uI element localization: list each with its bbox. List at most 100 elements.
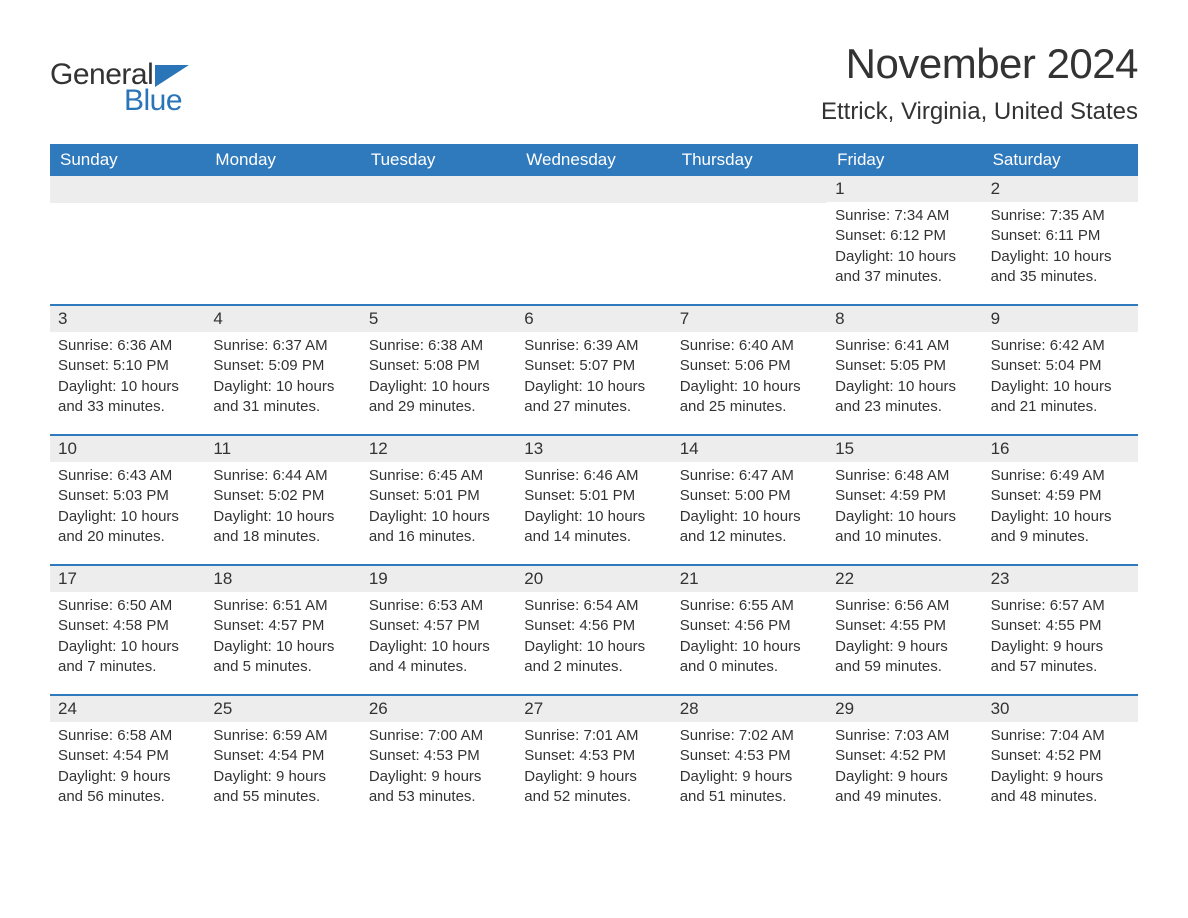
day-details: Sunrise: 6:42 AMSunset: 5:04 PMDaylight:…	[983, 332, 1138, 425]
daylight-line: Daylight: 10 hours and 4 minutes.	[369, 637, 508, 678]
day-details: Sunrise: 6:53 AMSunset: 4:57 PMDaylight:…	[361, 592, 516, 685]
sunrise-line: Sunrise: 6:43 AM	[58, 466, 197, 486]
day-details: Sunrise: 6:41 AMSunset: 5:05 PMDaylight:…	[827, 332, 982, 425]
daylight-line: Daylight: 9 hours and 56 minutes.	[58, 767, 197, 808]
day-number: 4	[205, 306, 360, 332]
daylight-line: Daylight: 10 hours and 7 minutes.	[58, 637, 197, 678]
day-number: 5	[361, 306, 516, 332]
sunrise-line: Sunrise: 7:01 AM	[524, 726, 663, 746]
day-details: Sunrise: 6:50 AMSunset: 4:58 PMDaylight:…	[50, 592, 205, 685]
dow-cell: Saturday	[983, 144, 1138, 176]
daylight-line: Daylight: 10 hours and 18 minutes.	[213, 507, 352, 548]
day-details: Sunrise: 6:49 AMSunset: 4:59 PMDaylight:…	[983, 462, 1138, 555]
week-row: 1 Sunrise: 7:34 AMSunset: 6:12 PM Daylight…	[50, 176, 1138, 304]
sunset-line: Sunset: 6:11 PM	[991, 226, 1130, 246]
day-cell: 2Sunrise: 7:35 AMSunset: 6:11 PMDaylight…	[983, 176, 1138, 304]
day-cell: 7Sunrise: 6:40 AMSunset: 5:06 PMDaylight…	[672, 306, 827, 434]
day-number: 22	[827, 566, 982, 592]
day-cell: 26Sunrise: 7:00 AMSunset: 4:53 PMDayligh…	[361, 696, 516, 824]
day-number: 15	[827, 436, 982, 462]
daylight-line: Daylight: 10 hours and 14 minutes.	[524, 507, 663, 548]
daylight-line: Daylight: 10 hours and 33 minutes.	[58, 377, 197, 418]
day-number: 18	[205, 566, 360, 592]
sunset-line: Sunset: 4:57 PM	[369, 616, 508, 636]
sunrise-line: Sunrise: 7:34 AM	[835, 206, 974, 226]
calendar: SundayMondayTuesdayWednesdayThursdayFrid…	[50, 144, 1138, 824]
day-number: 3	[50, 306, 205, 332]
daylight-line: Daylight: 10 hours and 25 minutes.	[680, 377, 819, 418]
day-cell: 30Sunrise: 7:04 AMSunset: 4:52 PMDayligh…	[983, 696, 1138, 824]
daylight-line: Daylight: 10 hours and 16 minutes.	[369, 507, 508, 548]
sunrise-line: Sunrise: 6:40 AM	[680, 336, 819, 356]
sunset-line: Sunset: 6:12 PM	[835, 226, 974, 246]
day-number: 2	[983, 176, 1138, 202]
dow-cell: Thursday	[672, 144, 827, 176]
sunrise-line: Sunrise: 6:42 AM	[991, 336, 1130, 356]
day-cell: 16Sunrise: 6:49 AMSunset: 4:59 PMDayligh…	[983, 436, 1138, 564]
daylight-line: Daylight: 10 hours and 9 minutes.	[991, 507, 1130, 548]
daylight-line: Daylight: 10 hours and 21 minutes.	[991, 377, 1130, 418]
daylight-line: Daylight: 9 hours and 48 minutes.	[991, 767, 1130, 808]
day-details: Sunrise: 6:48 AMSunset: 4:59 PMDaylight:…	[827, 462, 982, 555]
day-details: Sunrise: 7:35 AMSunset: 6:11 PMDaylight:…	[983, 202, 1138, 295]
week-row: 24Sunrise: 6:58 AMSunset: 4:54 PMDayligh…	[50, 694, 1138, 824]
daylight-line: Daylight: 10 hours and 35 minutes.	[991, 247, 1130, 288]
empty-day-header	[516, 176, 671, 203]
page-title: November 2024	[821, 40, 1138, 88]
day-cell: 19Sunrise: 6:53 AMSunset: 4:57 PMDayligh…	[361, 566, 516, 694]
title-block: November 2024 Ettrick, Virginia, United …	[821, 40, 1138, 126]
day-cell: 5Sunrise: 6:38 AMSunset: 5:08 PMDaylight…	[361, 306, 516, 434]
sunset-line: Sunset: 5:00 PM	[680, 486, 819, 506]
sunset-line: Sunset: 4:55 PM	[991, 616, 1130, 636]
day-details: Sunrise: 6:37 AMSunset: 5:09 PMDaylight:…	[205, 332, 360, 425]
daylight-line: Daylight: 10 hours and 31 minutes.	[213, 377, 352, 418]
day-cell: 4Sunrise: 6:37 AMSunset: 5:09 PMDaylight…	[205, 306, 360, 434]
daylight-line: Daylight: 10 hours and 12 minutes.	[680, 507, 819, 548]
day-of-week-header: SundayMondayTuesdayWednesdayThursdayFrid…	[50, 144, 1138, 176]
day-cell: 22Sunrise: 6:56 AMSunset: 4:55 PMDayligh…	[827, 566, 982, 694]
sunrise-line: Sunrise: 7:03 AM	[835, 726, 974, 746]
sunrise-line: Sunrise: 7:04 AM	[991, 726, 1130, 746]
sunrise-line: Sunrise: 6:51 AM	[213, 596, 352, 616]
day-cell: 28Sunrise: 7:02 AMSunset: 4:53 PMDayligh…	[672, 696, 827, 824]
week-row: 17Sunrise: 6:50 AMSunset: 4:58 PMDayligh…	[50, 564, 1138, 694]
day-details: Sunrise: 7:00 AMSunset: 4:53 PMDaylight:…	[361, 722, 516, 815]
day-details: Sunrise: 6:51 AMSunset: 4:57 PMDaylight:…	[205, 592, 360, 685]
dow-cell: Sunday	[50, 144, 205, 176]
sunset-line: Sunset: 4:53 PM	[524, 746, 663, 766]
sunset-line: Sunset: 4:53 PM	[369, 746, 508, 766]
daylight-line: Daylight: 9 hours and 52 minutes.	[524, 767, 663, 808]
day-details: Sunrise: 6:55 AMSunset: 4:56 PMDaylight:…	[672, 592, 827, 685]
daylight-line: Daylight: 10 hours and 10 minutes.	[835, 507, 974, 548]
sunset-line: Sunset: 4:53 PM	[680, 746, 819, 766]
sunrise-line: Sunrise: 7:00 AM	[369, 726, 508, 746]
sunset-line: Sunset: 5:05 PM	[835, 356, 974, 376]
day-number: 20	[516, 566, 671, 592]
sunset-line: Sunset: 5:09 PM	[213, 356, 352, 376]
sunset-line: Sunset: 5:01 PM	[369, 486, 508, 506]
daylight-line: Daylight: 10 hours and 20 minutes.	[58, 507, 197, 548]
day-details: Sunrise: 6:47 AMSunset: 5:00 PMDaylight:…	[672, 462, 827, 555]
day-number: 6	[516, 306, 671, 332]
day-number: 1	[827, 176, 982, 202]
sunrise-line: Sunrise: 6:50 AM	[58, 596, 197, 616]
sunset-line: Sunset: 5:08 PM	[369, 356, 508, 376]
logo: General Blue	[50, 58, 189, 118]
day-details: Sunrise: 6:45 AMSunset: 5:01 PMDaylight:…	[361, 462, 516, 555]
dow-cell: Wednesday	[516, 144, 671, 176]
sunset-line: Sunset: 4:56 PM	[524, 616, 663, 636]
day-details: Sunrise: 6:44 AMSunset: 5:02 PMDaylight:…	[205, 462, 360, 555]
sunset-line: Sunset: 5:06 PM	[680, 356, 819, 376]
day-details: Sunrise: 6:59 AMSunset: 4:54 PMDaylight:…	[205, 722, 360, 815]
day-cell: 25Sunrise: 6:59 AMSunset: 4:54 PMDayligh…	[205, 696, 360, 824]
day-number: 28	[672, 696, 827, 722]
sunrise-line: Sunrise: 6:59 AM	[213, 726, 352, 746]
sunset-line: Sunset: 4:54 PM	[213, 746, 352, 766]
sunrise-line: Sunrise: 7:02 AM	[680, 726, 819, 746]
sunset-line: Sunset: 4:52 PM	[835, 746, 974, 766]
day-number: 26	[361, 696, 516, 722]
sunset-line: Sunset: 4:55 PM	[835, 616, 974, 636]
sunrise-line: Sunrise: 7:35 AM	[991, 206, 1130, 226]
day-number: 14	[672, 436, 827, 462]
day-number: 27	[516, 696, 671, 722]
